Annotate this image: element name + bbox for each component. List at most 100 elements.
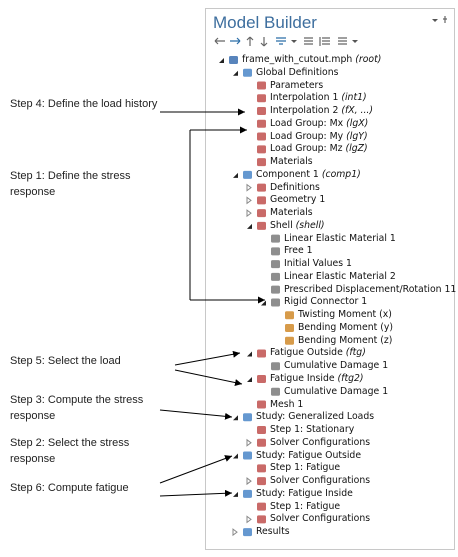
tree-node[interactable]: Linear Elastic Material 1 (284, 233, 396, 245)
node-label: Step 1: Fatigue (270, 500, 341, 512)
tree-node[interactable]: Step 1: Fatigue (270, 501, 340, 513)
expander (246, 438, 252, 447)
tree-node[interactable]: Results (256, 526, 290, 538)
tree-node[interactable]: Step 1: Stationary (270, 424, 354, 436)
tree-icon (285, 336, 294, 345)
model-builder-panel (205, 8, 455, 550)
tree-icon (271, 285, 280, 294)
panel-title: Model Builder (213, 13, 317, 32)
node-label: Global Definitions (256, 66, 339, 78)
tree-node[interactable]: Bending Moment (y) (298, 322, 393, 334)
tree-node[interactable]: Free 1 (284, 245, 313, 257)
node-label: Prescribed Displacement/Rotation 11 (284, 283, 457, 295)
tree-node[interactable]: Interpolation 2 (fX, ...) (270, 105, 373, 117)
tree-node[interactable]: Mesh 1 (270, 399, 303, 411)
tree-node[interactable]: Load Group: My (lgY) (270, 131, 368, 143)
annotation: Step 4: Define the load history (10, 98, 158, 110)
annotation: Step 5: Select the load (10, 355, 121, 367)
tree-node[interactable]: Geometry 1 (270, 194, 325, 206)
toolbar[interactable] (214, 16, 447, 47)
tree-node[interactable]: Twisting Moment (x) (298, 309, 392, 321)
annotation-arrows (159, 108, 265, 497)
tree-node[interactable]: Materials (270, 207, 313, 219)
tree-node[interactable]: Study: Fatigue Inside (256, 488, 353, 500)
tree-icon (257, 515, 266, 524)
tree-node[interactable]: Parameters (270, 80, 323, 92)
node-label: Load Group: Mz (270, 143, 343, 155)
expander (246, 183, 252, 192)
tree-node[interactable]: Definitions (270, 182, 320, 194)
expander (246, 477, 252, 486)
tree-node[interactable]: Fatigue Outside (ftg) (270, 347, 366, 359)
tree-node[interactable]: Solver Configurations (270, 437, 370, 449)
node-tag: (shell) (295, 219, 325, 231)
tree-node[interactable]: Initial Values 1 (284, 258, 352, 270)
expander (246, 515, 252, 524)
tree-node[interactable]: Cumulative Damage 1 (284, 386, 388, 398)
node-tag: (lgZ) (345, 143, 368, 155)
tree-node[interactable]: Study: Generalized Loads (256, 411, 374, 423)
tree-node[interactable]: frame_with_cutout.mph (root) (242, 54, 381, 66)
node-label: Shell (270, 219, 293, 231)
node-label: Parameters (270, 79, 324, 91)
tree-icon (257, 349, 266, 358)
tree-icon (271, 260, 280, 269)
tree-icon (257, 145, 266, 154)
tree-icon (257, 375, 266, 383)
node-label: Component 1 (256, 168, 319, 180)
tree-icon (271, 247, 280, 256)
node-label: Linear Elastic Material 2 (284, 270, 396, 282)
tree-node[interactable]: Shell (shell) (270, 220, 325, 232)
tree-node[interactable]: Materials (270, 156, 313, 168)
tree-icon (257, 426, 266, 435)
tree-node[interactable]: Linear Elastic Material 2 (284, 271, 396, 283)
expander (232, 528, 238, 537)
node-tag: (comp1) (321, 168, 361, 180)
tree-node[interactable]: Global Definitions (256, 67, 338, 79)
tree-node[interactable]: Cumulative Damage 1 (284, 360, 388, 372)
tree-icon (257, 107, 266, 116)
node-label: Cumulative Damage 1 (284, 360, 389, 372)
node-label: Fatigue Inside (270, 373, 335, 384)
node-label: Materials (270, 156, 313, 168)
tree-node[interactable]: Component 1 (comp1) (256, 169, 361, 181)
tree-node[interactable]: Load Group: Mx (lgX) (270, 118, 368, 130)
annotation: Step 1: Define the stress response (10, 170, 131, 198)
node-tag: (ftg2) (337, 373, 364, 384)
tree-node[interactable]: Solver Configurations (270, 475, 370, 487)
tree-icon (257, 158, 266, 167)
tree-icon (271, 362, 280, 371)
expander (233, 415, 238, 421)
tree-icon (257, 438, 266, 447)
expander (247, 223, 252, 229)
tree-node[interactable]: Prescribed Displacement/Rotation 11 (284, 284, 456, 296)
node-label: Free 1 (284, 245, 313, 257)
tree-icon (271, 272, 280, 281)
tree-node[interactable]: Solver Configurations (270, 513, 370, 525)
tree-node[interactable]: Fatigue Inside (ftg2) (270, 373, 364, 385)
node-label: Solver Configurations (270, 436, 371, 448)
node-label: Load Group: Mx (270, 117, 344, 129)
node-label: Geometry 1 (270, 194, 326, 206)
tree-node[interactable]: Load Group: Mz (lgZ) (270, 143, 368, 155)
node-label: Linear Elastic Material 1 (284, 232, 396, 244)
tree-node[interactable]: Interpolation 1 (int1) (270, 92, 367, 104)
tree-icon (243, 451, 252, 460)
tree-icon (257, 119, 266, 128)
node-label: Materials (270, 207, 313, 219)
tree-icon (243, 489, 252, 498)
tree-node[interactable]: Rigid Connector 1 (284, 296, 367, 308)
tree-node[interactable]: Bending Moment (z) (298, 335, 392, 347)
node-tag: (ftg) (345, 347, 366, 359)
expander (233, 70, 238, 76)
tree-icon (285, 311, 294, 320)
node-label: Initial Values 1 (284, 258, 352, 270)
node-tag: (int1) (341, 92, 367, 104)
node-label: Twisting Moment (x) (298, 309, 392, 321)
node-label: Bending Moment (z) (298, 334, 393, 346)
tree-node[interactable]: Study: Fatigue Outside (256, 450, 361, 462)
tree-node[interactable]: Step 1: Fatigue (270, 462, 340, 474)
tree-icon (257, 221, 266, 230)
